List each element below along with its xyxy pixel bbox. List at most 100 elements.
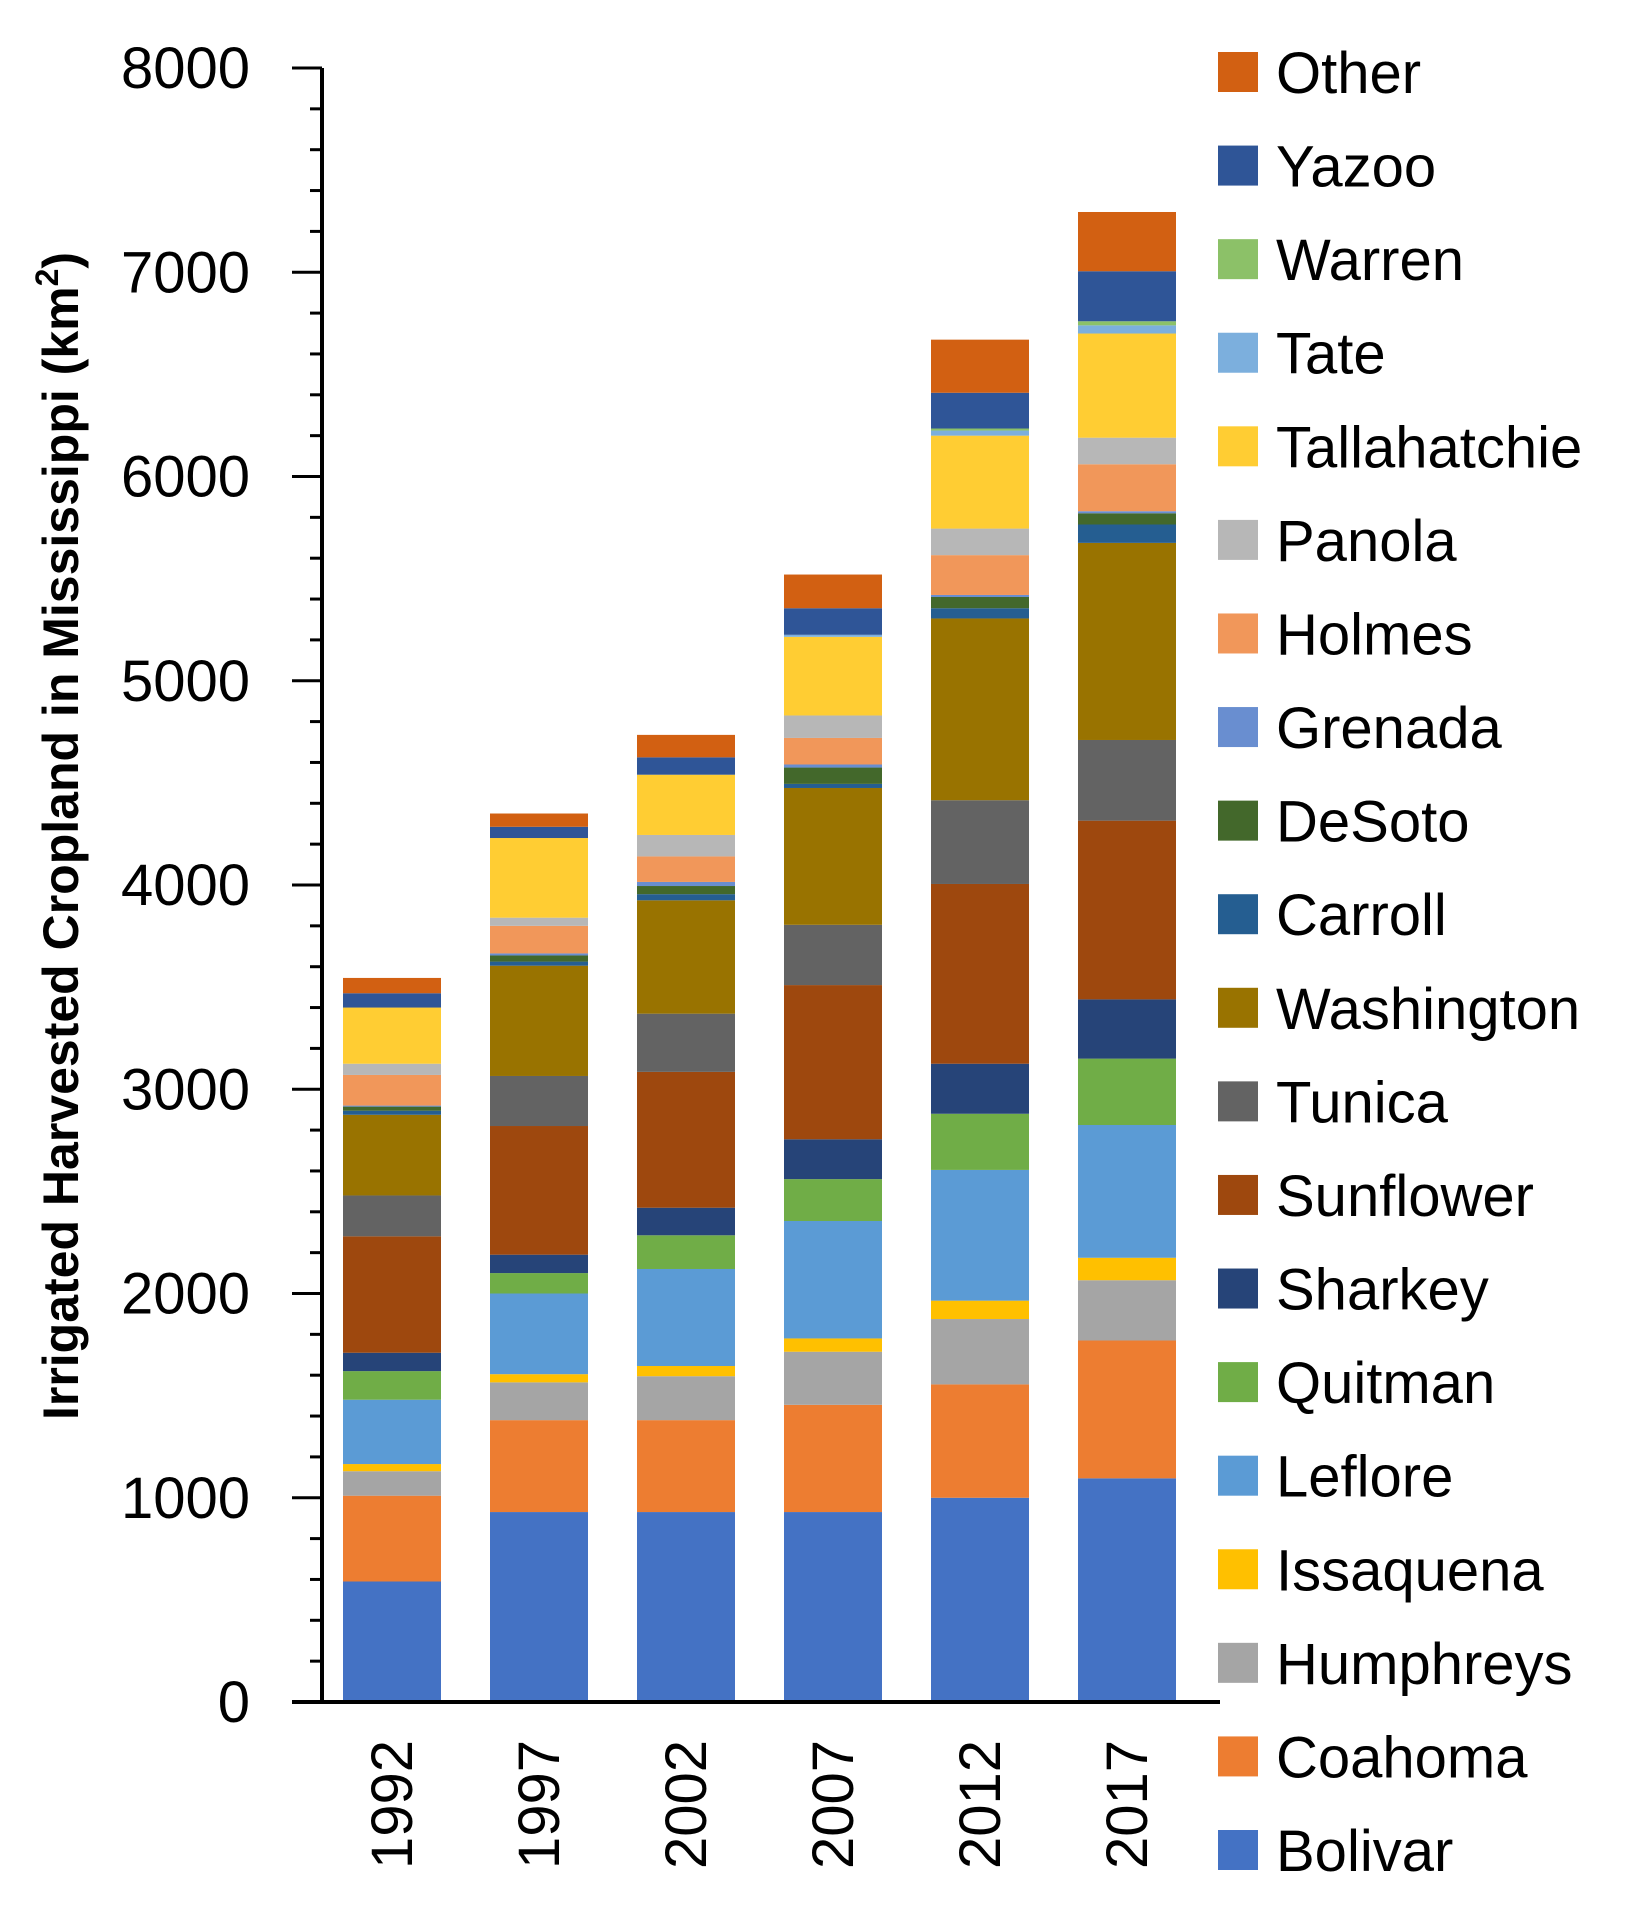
legend-swatch-yazoo <box>1218 145 1258 186</box>
legend-label-other: Other <box>1276 41 1421 106</box>
bar-segment-issaquena-2012 <box>931 1300 1029 1320</box>
bar-segment-warren-2012 <box>931 428 1029 431</box>
bar-segment-carroll-2012 <box>931 608 1029 619</box>
bar-segment-bolivar-2017 <box>1078 1478 1176 1702</box>
bar-segment-tallahatchie-1997 <box>490 838 588 918</box>
bar-segment-carroll-1997 <box>490 961 588 966</box>
bar-segment-sunflower-1997 <box>490 1126 588 1255</box>
legend-label-yazoo: Yazoo <box>1276 135 1436 200</box>
legend-swatch-desoto <box>1218 800 1258 841</box>
bar-segment-tate-2007 <box>784 634 882 637</box>
y-tick-label: 5000 <box>121 649 250 714</box>
bar-segment-grenada-2007 <box>784 764 882 768</box>
y-axis-title-end: ) <box>33 252 89 269</box>
x-tick-label: 1997 <box>507 1740 572 1869</box>
x-axis-labels-group: 1992 1997 2002 2007 2012 2017 <box>360 1740 1160 1869</box>
bar-segment-leflore-2007 <box>784 1220 882 1339</box>
legend-label-issaquena: Issaquena <box>1276 1538 1544 1603</box>
legend-label-grenada: Grenada <box>1276 696 1502 761</box>
legend-label-holmes: Holmes <box>1276 602 1473 667</box>
bar-segment-grenada-2002 <box>637 881 735 887</box>
legend-swatch-grenada <box>1218 707 1258 748</box>
bar-segment-holmes-2007 <box>784 737 882 765</box>
legend-swatch-washington <box>1218 987 1258 1028</box>
bar-segment-tallahatchie-1992 <box>343 1007 441 1064</box>
bar-segment-panola-2012 <box>931 528 1029 556</box>
bar-segment-grenada-2012 <box>931 594 1029 598</box>
bar-segment-grenada-2017 <box>1078 511 1176 514</box>
legend-swatch-sunflower <box>1218 1174 1258 1215</box>
y-axis-group: 0 1000 2000 3000 4000 5000 6000 7000 8000 <box>121 36 1220 1735</box>
bar-segment-leflore-1992 <box>343 1399 441 1465</box>
bar-segment-other-1997 <box>490 813 588 827</box>
legend-group: Other Yazoo Warren Tate Tallahatchie Panola Ho… <box>1218 41 1582 1884</box>
bars-group <box>343 211 1176 1702</box>
bar-segment-leflore-2012 <box>931 1169 1029 1301</box>
bar-segment-leflore-1997 <box>490 1293 588 1375</box>
bar-segment-sunflower-1992 <box>343 1236 441 1353</box>
x-tick-label: 2012 <box>948 1740 1013 1869</box>
bar-segment-bolivar-2007 <box>784 1512 882 1702</box>
bar-segment-holmes-1997 <box>490 925 588 954</box>
x-tick-label: 2002 <box>654 1740 719 1869</box>
legend-swatch-tallahatchie <box>1218 426 1258 467</box>
bar-segment-washington-1992 <box>343 1114 441 1196</box>
legend-swatch-issaquena <box>1218 1549 1258 1590</box>
bar-segment-holmes-2017 <box>1078 464 1176 512</box>
bar-segment-grenada-1997 <box>490 953 588 956</box>
bar-segment-other-2002 <box>637 734 735 758</box>
bar-segment-sunflower-2007 <box>784 985 882 1140</box>
bar-segment-other-2012 <box>931 339 1029 393</box>
bar-segment-grenada-1992 <box>343 1105 441 1107</box>
bar-segment-coahoma-1997 <box>490 1420 588 1513</box>
bar-segment-tunica-1992 <box>343 1195 441 1237</box>
bar-segment-yazoo-1997 <box>490 826 588 839</box>
y-tick-label: 8000 <box>121 36 250 101</box>
bar-segment-tate-2017 <box>1078 325 1176 334</box>
x-tick-label: 2007 <box>801 1740 866 1869</box>
bar-segment-tallahatchie-2002 <box>637 774 735 835</box>
bar-segment-quitman-2002 <box>637 1235 735 1269</box>
bar-segment-tunica-2017 <box>1078 739 1176 821</box>
bar-segment-quitman-2012 <box>931 1113 1029 1170</box>
y-axis-title: Irrigated Harvested Cropland in Mississi… <box>29 252 89 1420</box>
bar-segment-humphreys-2007 <box>784 1351 882 1405</box>
bar-segment-washington-1997 <box>490 965 588 1076</box>
bar-segment-desoto-1997 <box>490 955 588 962</box>
bar-segment-carroll-1992 <box>343 1110 441 1115</box>
bar-segment-sunflower-2017 <box>1078 820 1176 1000</box>
bar-segment-quitman-2017 <box>1078 1058 1176 1125</box>
legend-label-sunflower: Sunflower <box>1276 1164 1534 1229</box>
legend-swatch-tate <box>1218 332 1258 373</box>
bar-segment-desoto-1992 <box>343 1106 441 1111</box>
bar-segment-washington-2002 <box>637 900 735 1014</box>
bar-segment-sharkey-2017 <box>1078 999 1176 1059</box>
legend-swatch-panola <box>1218 519 1258 560</box>
bar-segment-tunica-2007 <box>784 924 882 986</box>
y-tick-label: 4000 <box>121 853 250 918</box>
bar-segment-tunica-1997 <box>490 1075 588 1127</box>
bar-segment-other-2017 <box>1078 211 1176 272</box>
bar-segment-quitman-1992 <box>343 1371 441 1400</box>
bar-segment-leflore-2002 <box>637 1268 735 1367</box>
bar-segment-yazoo-2017 <box>1078 271 1176 322</box>
legend-label-tate: Tate <box>1276 322 1386 387</box>
bar-segment-tunica-2012 <box>931 800 1029 884</box>
bar-segment-washington-2007 <box>784 787 882 925</box>
bar-segment-panola-1997 <box>490 917 588 926</box>
legend-label-washington: Washington <box>1276 977 1580 1042</box>
bar-segment-humphreys-2012 <box>931 1319 1029 1385</box>
bar-segment-sharkey-1997 <box>490 1254 588 1274</box>
bar-segment-panola-2002 <box>637 834 735 857</box>
bar-segment-sunflower-2002 <box>637 1071 735 1208</box>
bar-segment-desoto-2012 <box>931 597 1029 609</box>
bar-segment-issaquena-2007 <box>784 1338 882 1352</box>
bar-segment-desoto-2002 <box>637 886 735 895</box>
bar-segment-bolivar-2002 <box>637 1512 735 1702</box>
legend-label-tallahatchie: Tallahatchie <box>1276 415 1582 480</box>
legend-swatch-sharkey <box>1218 1268 1258 1309</box>
y-axis-title-text: Irrigated Harvested Cropland in Mississi… <box>33 286 89 1420</box>
bar-segment-tallahatchie-2012 <box>931 435 1029 529</box>
bar-segment-bolivar-2012 <box>931 1497 1029 1702</box>
